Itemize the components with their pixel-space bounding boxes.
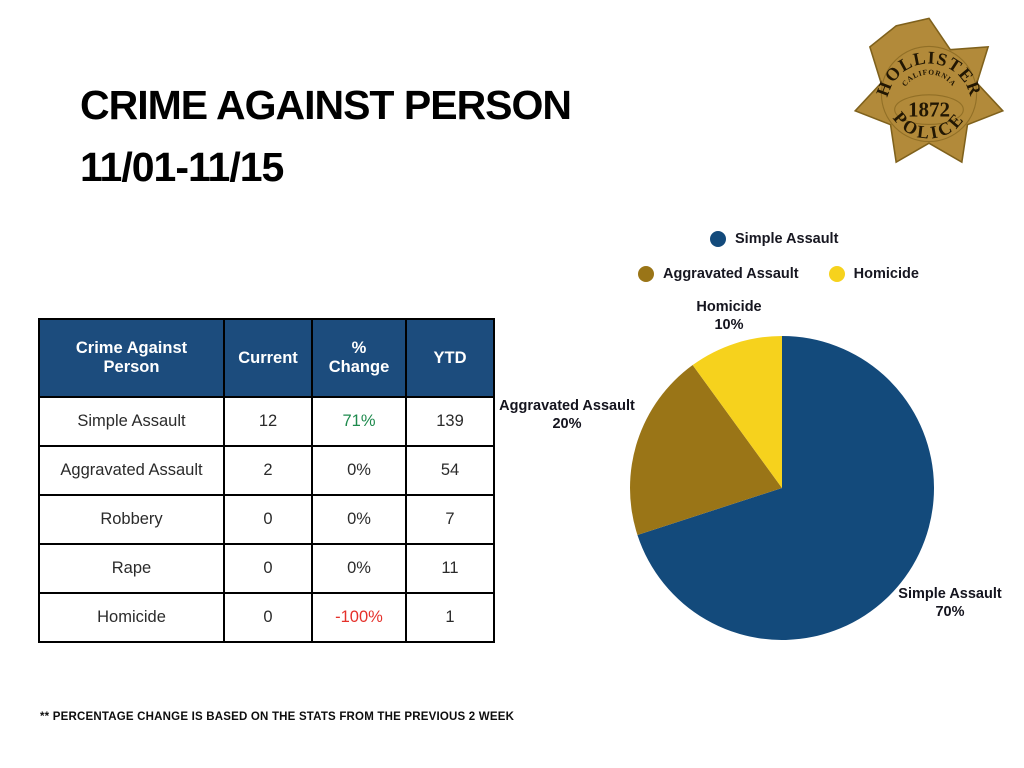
pie-label-homicide: Homicide 10% — [654, 299, 804, 334]
cell-crime: Simple Assault — [38, 396, 225, 447]
slide-title: CRIME AGAINST PERSON 11/01-11/15 — [80, 74, 572, 198]
header-ytd: YTD — [405, 318, 495, 398]
cell-percent-change: 0% — [311, 445, 407, 496]
table-row: Rape 0 0% 11 — [38, 543, 495, 594]
cell-percent-change: 0% — [311, 494, 407, 545]
legend-dot-aggravated-assault — [638, 266, 654, 282]
header-current: Current — [223, 318, 313, 398]
table-row: Homicide 0 -100% 1 — [38, 592, 495, 643]
pie-chart — [630, 336, 934, 640]
legend-item-homicide: Homicide — [828, 266, 919, 282]
pie-slice-homicide — [692, 336, 782, 488]
cell-current: 12 — [223, 396, 313, 447]
cell-ytd: 54 — [405, 445, 495, 496]
cell-percent-change: 0% — [311, 543, 407, 594]
cell-current: 0 — [223, 543, 313, 594]
pie-legend-row-1: Simple Assault — [710, 231, 838, 247]
slide-title-line2: 11/01-11/15 — [80, 144, 284, 190]
cell-ytd: 1 — [405, 592, 495, 643]
badge-year-oval — [894, 94, 964, 125]
badge-text-year: 1872 — [908, 98, 950, 122]
cell-ytd: 139 — [405, 396, 495, 447]
pie-slice-simple-assault — [637, 336, 934, 640]
header-percent-change: % Change — [311, 318, 407, 398]
pie-label-simple-assault: Simple Assault 70% — [874, 586, 1024, 621]
table-row: Simple Assault 12 71% 139 — [38, 396, 495, 447]
cell-ytd: 11 — [405, 543, 495, 594]
pie-legend-row-2: Aggravated Assault Homicide — [638, 266, 919, 282]
cell-current: 2 — [223, 445, 313, 496]
cell-current: 0 — [223, 494, 313, 545]
crime-against-person-table: Crime Against Person Current % Change YT… — [38, 318, 495, 643]
header-crime-against-person: Crime Against Person — [38, 318, 225, 398]
table-row: Aggravated Assault 2 0% 54 — [38, 445, 495, 496]
legend-dot-simple-assault — [710, 231, 726, 247]
pie-label-homicide-name: Homicide — [696, 299, 762, 315]
slide-title-line1: CRIME AGAINST PERSON — [80, 82, 572, 128]
cell-crime: Rape — [38, 543, 225, 594]
pie-label-simple-name: Simple Assault — [898, 586, 1002, 602]
legend-label-aggravated-assault: Aggravated Assault — [663, 266, 799, 282]
badge-inner-ring — [880, 45, 978, 143]
footnote: ** PERCENTAGE CHANGE IS BASED ON THE STA… — [40, 711, 515, 723]
table-header-row: Crime Against Person Current % Change YT… — [38, 318, 495, 398]
cell-percent-change: -100% — [311, 592, 407, 643]
legend-dot-homicide — [828, 266, 845, 282]
pie-label-simple-pct: 70% — [935, 603, 965, 620]
pie-slice-aggravated-assault — [630, 365, 782, 535]
cell-crime: Homicide — [38, 592, 225, 643]
pie-label-homicide-pct: 10% — [714, 316, 744, 333]
cell-crime: Aggravated Assault — [38, 445, 225, 496]
hollister-police-badge-logo: HOLLISTER CALIFORNIA 1872 POLICE — [853, 17, 1005, 164]
legend-label-homicide: Homicide — [853, 266, 919, 282]
legend-item-aggravated-assault: Aggravated Assault — [638, 266, 799, 282]
pie-label-aggravated-name: Aggravated Assault — [499, 398, 635, 414]
cell-ytd: 7 — [405, 494, 495, 545]
pie-label-aggravated-assault: Aggravated Assault 20% — [487, 398, 647, 433]
pie-label-aggravated-pct: 20% — [552, 415, 582, 432]
badge-star-shape — [853, 17, 1005, 164]
cell-current: 0 — [223, 592, 313, 643]
legend-label-simple-assault: Simple Assault — [735, 231, 839, 247]
cell-percent-change: 71% — [311, 396, 407, 447]
table-row: Robbery 0 0% 7 — [38, 494, 495, 545]
cell-crime: Robbery — [38, 494, 225, 545]
